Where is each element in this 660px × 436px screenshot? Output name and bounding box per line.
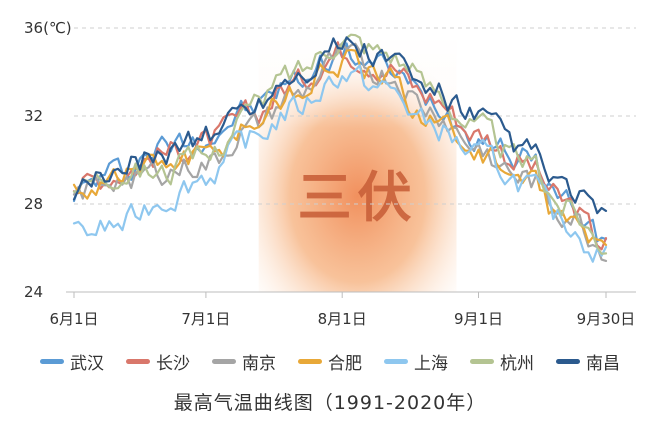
x-tick-label: 9月1日 bbox=[454, 310, 503, 328]
grid-lines bbox=[74, 27, 636, 205]
legend-label: 南京 bbox=[242, 353, 276, 374]
legend-swatch bbox=[556, 358, 580, 364]
x-tick-label: 6月1日 bbox=[49, 310, 98, 328]
legend-item: 武汉 bbox=[40, 349, 104, 374]
legend-label: 长沙 bbox=[156, 353, 190, 374]
legend-label: 南昌 bbox=[586, 353, 620, 374]
legend-item: 上海 bbox=[384, 349, 448, 374]
x-tick-label: 7月1日 bbox=[181, 310, 230, 328]
legend-swatch bbox=[298, 358, 322, 364]
legend-label: 合肥 bbox=[328, 353, 362, 374]
y-tick-label: 28 bbox=[24, 195, 43, 213]
y-tick-label: 24 bbox=[24, 283, 43, 301]
legend-swatch bbox=[40, 358, 64, 364]
temperature-line-chart: 三伏 24 28 32 36(℃) 6月1日 7月1日 8月1日 9月1日 9月30日 bbox=[24, 19, 636, 328]
x-tick-label: 9月30日 bbox=[577, 310, 636, 328]
series-line-3 bbox=[72, 42, 608, 262]
legend-label: 上海 bbox=[414, 353, 448, 374]
legend-label: 杭州 bbox=[500, 353, 534, 374]
series-line-5 bbox=[72, 64, 608, 263]
legend-item: 杭州 bbox=[470, 349, 534, 374]
legend-swatch bbox=[384, 358, 408, 364]
axes: 24 28 32 36(℃) 6月1日 7月1日 8月1日 9月1日 9月30日 bbox=[24, 19, 636, 328]
legend-swatch bbox=[126, 358, 150, 364]
series-line-7 bbox=[72, 36, 608, 215]
y-tick-label: 32 bbox=[24, 107, 43, 125]
legend-swatch bbox=[470, 358, 494, 364]
legend-item: 南昌 bbox=[556, 349, 620, 374]
x-tick-label: 8月1日 bbox=[318, 310, 367, 328]
legend: 武汉 长沙 南京 合肥 上海 杭州 南昌 bbox=[0, 346, 660, 376]
series-line-4 bbox=[72, 48, 608, 247]
legend-swatch bbox=[212, 358, 236, 364]
chart-title: 最高气温曲线图（1991-2020年） bbox=[173, 392, 487, 414]
sanfu-label: 三伏 bbox=[298, 165, 418, 229]
legend-item: 南京 bbox=[212, 349, 276, 374]
legend-label: 武汉 bbox=[70, 353, 104, 374]
legend-item: 合肥 bbox=[298, 349, 362, 374]
series-lines bbox=[72, 33, 608, 263]
y-tick-label: 36(℃) bbox=[24, 19, 72, 37]
legend-item: 长沙 bbox=[126, 349, 190, 374]
